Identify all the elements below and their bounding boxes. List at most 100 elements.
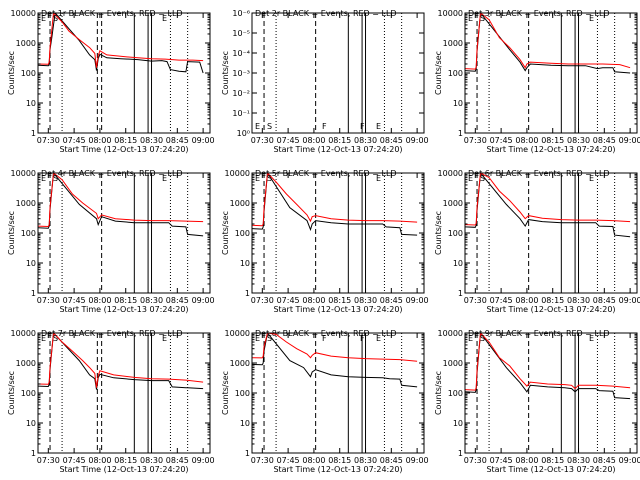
x-tick-label: 09:00 <box>192 456 215 465</box>
y-tick-label: 1000 <box>443 39 463 48</box>
x-tick-label: 07:45 <box>63 456 86 465</box>
lld-series-line <box>465 173 631 226</box>
x-tick-label: 08:30 <box>567 136 590 145</box>
x-tick-label: 07:45 <box>490 456 513 465</box>
y-tick-label: 100 <box>21 69 36 78</box>
y-tick-label: 10000 <box>438 329 463 338</box>
x-axis-label: Start Time (12-Oct-13 07:24:20) <box>59 305 188 314</box>
y-tick-label: 1 <box>458 129 463 138</box>
axes-frame <box>251 332 425 454</box>
axes-frame <box>464 172 638 294</box>
x-tick-label: 08:45 <box>593 296 616 305</box>
event-annotation: E <box>162 334 167 343</box>
x-tick-label: 08:15 <box>328 136 351 145</box>
y-axis-label: Counts/sec <box>7 371 16 415</box>
y-tick-label: 1 <box>458 289 463 298</box>
x-tick-label: 08:30 <box>354 136 377 145</box>
x-tick-label: 08:45 <box>166 456 189 465</box>
x-tick-label: 07:45 <box>277 456 300 465</box>
axes-frame <box>251 172 425 294</box>
x-tick-label: 08:45 <box>380 456 403 465</box>
plot-area <box>38 173 204 293</box>
x-tick-label: 08:00 <box>88 136 111 145</box>
y-axis-label: Counts/sec <box>434 51 443 95</box>
x-tick-label: 08:00 <box>515 456 538 465</box>
plot-area <box>252 173 418 293</box>
x-tick-label: 08:15 <box>328 296 351 305</box>
y-tick-label: 100 <box>448 229 463 238</box>
event-annotation: E <box>468 14 473 23</box>
x-tick-label: 07:30 <box>37 296 60 305</box>
events-series-line <box>38 173 204 237</box>
event-annotation: E <box>162 174 167 183</box>
event-annotation: S <box>267 174 272 183</box>
y-tick-label: 1 <box>31 449 36 458</box>
events-series-line <box>38 13 204 74</box>
lld-series-line <box>252 333 418 362</box>
y-tick-label: 10 <box>453 259 463 268</box>
y-tick-label: 1 <box>31 129 36 138</box>
y-tick-label: 1000 <box>16 359 36 368</box>
y-tick-label: 10⁻⁶ <box>232 9 250 18</box>
y-tick-label: 10⁻² <box>232 89 250 98</box>
y-axis-label: Counts/sec <box>221 51 230 95</box>
x-tick-label: 08:00 <box>88 296 111 305</box>
event-annotation: E <box>41 174 46 183</box>
x-axis-label: Start Time (12-Oct-13 07:24:20) <box>59 465 188 474</box>
y-tick-label: 10000 <box>11 9 36 18</box>
x-tick-label: 08:45 <box>380 296 403 305</box>
x-tick-label: 08:30 <box>354 456 377 465</box>
event-annotation: S <box>267 334 272 343</box>
y-axis-label: Counts/sec <box>434 371 443 415</box>
y-tick-label: 10 <box>26 259 36 268</box>
y-tick-label: 10 <box>26 419 36 428</box>
y-tick-label: 100 <box>21 229 36 238</box>
x-tick-label: 07:30 <box>37 136 60 145</box>
x-tick-label: 07:30 <box>251 296 274 305</box>
y-tick-label: 10 <box>26 99 36 108</box>
x-tick-label: 07:45 <box>490 136 513 145</box>
y-tick-label: 10⁻⁴ <box>232 49 250 58</box>
x-tick-label: 08:00 <box>515 136 538 145</box>
y-tick-label: 10⁻⁵ <box>232 29 250 38</box>
events-series-line <box>252 333 418 388</box>
y-tick-label: 1 <box>458 449 463 458</box>
plot-area <box>38 13 204 133</box>
x-tick-label: 08:45 <box>593 456 616 465</box>
y-axis-label: Counts/sec <box>434 211 443 255</box>
x-tick-label: 07:45 <box>63 136 86 145</box>
events-series-line <box>465 173 631 238</box>
x-tick-label: 07:45 <box>277 136 300 145</box>
y-tick-label: 10000 <box>438 169 463 178</box>
event-annotation: S <box>480 14 485 23</box>
x-tick-label: 08:00 <box>302 456 325 465</box>
y-tick-label: 10⁻¹ <box>232 109 250 118</box>
y-tick-label: 10000 <box>225 329 250 338</box>
x-tick-label: 08:00 <box>515 296 538 305</box>
x-tick-label: 09:00 <box>406 136 429 145</box>
x-tick-label: 08:00 <box>302 296 325 305</box>
x-tick-label: 08:30 <box>140 456 163 465</box>
plot-area <box>263 13 403 133</box>
event-annotation: E <box>376 334 381 343</box>
x-tick-label: 07:30 <box>464 136 487 145</box>
lld-series-line <box>252 173 418 227</box>
x-axis-label: Start Time (12-Oct-13 07:24:20) <box>486 145 615 154</box>
event-annotation: E <box>589 14 594 23</box>
y-tick-label: 1000 <box>443 359 463 368</box>
x-axis-label: Start Time (12-Oct-13 07:24:20) <box>273 465 402 474</box>
x-tick-label: 07:30 <box>464 456 487 465</box>
event-annotation: E <box>589 334 594 343</box>
axes-frame <box>37 172 211 294</box>
y-tick-label: 10000 <box>438 9 463 18</box>
y-tick-label: 10 <box>453 99 463 108</box>
lld-series-line <box>465 13 631 70</box>
x-tick-label: 09:00 <box>192 136 215 145</box>
x-tick-label: 08:45 <box>166 296 189 305</box>
y-tick-label: 1000 <box>230 199 250 208</box>
x-tick-label: 09:00 <box>406 296 429 305</box>
y-axis-label: Counts/sec <box>7 51 16 95</box>
